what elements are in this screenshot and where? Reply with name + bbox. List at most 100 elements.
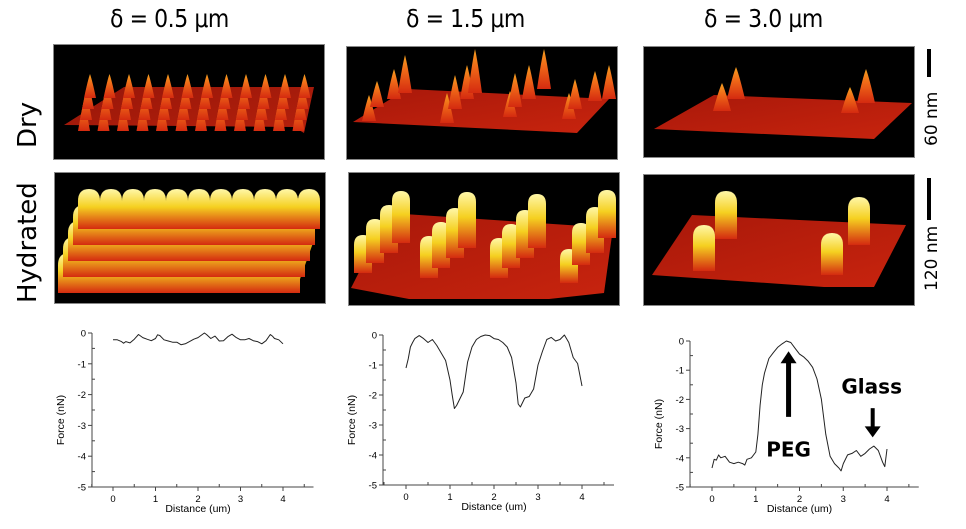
series-line-force [405, 334, 583, 409]
afm-peak [240, 74, 252, 98]
afm-peak [166, 189, 188, 229]
y-tick-label: -2 [369, 391, 377, 402]
afm-peak [432, 222, 450, 268]
x-tick-label: 2 [797, 494, 802, 505]
afm-peak [370, 81, 384, 107]
y-tick-label: -3 [676, 424, 684, 435]
afm-peak [279, 74, 291, 98]
afm-peak [220, 74, 233, 98]
afm-peak [232, 189, 254, 229]
afm-peak [727, 67, 745, 99]
annotation-label: Glass [841, 375, 902, 399]
afm-peak [572, 223, 590, 265]
afm-peak [522, 65, 536, 99]
chart-2: 0 -1 -2 -3 -4 -5 0 1 2 3 4 Distance (um) Force (nN) P… [653, 337, 919, 515]
x-tick-label: 0 [709, 494, 714, 505]
x-tick-label: 2 [195, 494, 200, 505]
arrowhead-up-icon [780, 351, 797, 364]
arrowhead-down-icon [864, 426, 881, 438]
afm-peak [508, 73, 522, 107]
y-tick-label: -3 [369, 421, 377, 432]
afm-hydrated-3.0-surface [652, 191, 906, 287]
column-title-2: δ = 3.0 μm [704, 4, 823, 33]
x-tick-label: 4 [884, 494, 889, 505]
scale-bar-dry [927, 49, 931, 77]
y-tick-label: 0 [81, 329, 86, 340]
afm-peak [387, 69, 401, 99]
x-tick-label: 0 [110, 494, 115, 505]
afm-peak [181, 74, 194, 98]
afm-hydrated-1.5-surface [351, 190, 616, 299]
afm-peak [366, 219, 384, 263]
x-tick-label: 4 [280, 494, 285, 505]
afm-hydrated-1.5 [348, 172, 620, 306]
x-axis-label: Distance (um) [461, 501, 526, 513]
afm-peak [821, 233, 843, 275]
y-tick-label: -2 [676, 395, 684, 406]
x-tick-label: 4 [579, 492, 584, 503]
afm-peak [398, 55, 412, 93]
afm-peak [259, 74, 272, 98]
afm-peak [162, 74, 174, 98]
afm-dry-1.5-surface [353, 49, 616, 133]
y-tick-label: 0 [679, 337, 684, 348]
afm-peak [713, 83, 731, 111]
afm-peak [276, 189, 298, 229]
column-title-0: δ = 0.5 μm [110, 4, 229, 33]
scale-bar-hydrated [927, 178, 931, 220]
x-axis-label: Distance (um) [767, 503, 832, 515]
afm-peak [144, 189, 166, 229]
x-tick-label: 1 [447, 492, 452, 503]
y-tick-label: -4 [78, 452, 86, 463]
afm-peak [100, 189, 122, 229]
afm-peak [841, 87, 859, 113]
afm-peak [440, 93, 454, 123]
y-tick-label: -1 [78, 359, 86, 370]
afm-peak [298, 189, 320, 229]
afm-peak [448, 75, 462, 109]
afm-peak [588, 71, 602, 101]
afm-dry-3.0 [643, 46, 915, 158]
y-tick-label: 0 [372, 331, 377, 342]
y-tick-label: -3 [78, 421, 86, 432]
chart-0: 0 -1 -2 -3 -4 -5 0 1 2 3 4 Distance (um) Force (nN) [55, 329, 314, 515]
y-tick-label: -5 [676, 483, 684, 494]
afm-peak [210, 189, 232, 229]
afm-dry-1.5 [346, 46, 618, 160]
x-tick-label: 3 [238, 494, 243, 505]
afm-peak [598, 190, 616, 238]
x-tick-label: 3 [841, 494, 846, 505]
afm-peak [122, 189, 144, 229]
afm-peak [715, 191, 737, 239]
afm-peak [458, 192, 476, 248]
afm-peak [468, 49, 482, 93]
annotation-peg: PEG [766, 351, 811, 461]
y-tick-label: -4 [676, 453, 684, 464]
y-axis-label: Force (nN) [653, 399, 665, 449]
afm-peak [857, 69, 875, 103]
afm-hydrated-3.0 [643, 174, 915, 306]
x-tick-label: 2 [491, 492, 496, 503]
afm-peak [254, 189, 276, 229]
annotation-glass: Glass [841, 375, 902, 438]
afm-peak [201, 74, 213, 98]
x-tick-label: 1 [153, 494, 158, 505]
afm-peak [78, 189, 100, 229]
afm-peak [188, 189, 210, 229]
y-tick-label: -5 [369, 481, 377, 492]
y-tick-label: -5 [78, 483, 86, 494]
afm-peak [848, 197, 870, 245]
afm-hydrated-0.5 [54, 172, 326, 304]
afm-peak [142, 74, 155, 98]
y-tick-label: -1 [369, 361, 377, 372]
afm-peak [528, 194, 546, 248]
y-axis-label: Force (nN) [55, 395, 67, 445]
afm-peak [537, 49, 551, 89]
afm-dry-0.5 [53, 44, 325, 160]
series-line-force [711, 340, 888, 472]
chart-1: 0 -1 -2 -3 -4 -5 0 1 2 3 4 Distance (um) Force (nN) [346, 331, 614, 513]
afm-peak [362, 95, 376, 121]
